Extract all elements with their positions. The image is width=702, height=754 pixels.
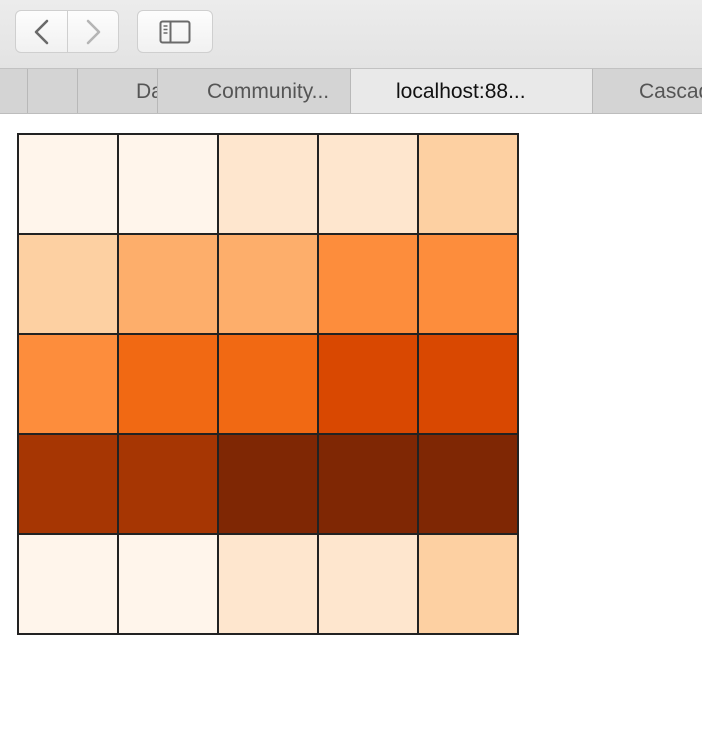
back-button[interactable] xyxy=(15,10,68,53)
heatmap-cell-r1-c5 xyxy=(417,133,519,235)
sidebar-toggle-button[interactable] xyxy=(137,10,213,53)
tab-6[interactable]: Cascad xyxy=(592,69,702,113)
tab-bar: Da Community... localhost:88... Cascad xyxy=(0,68,702,114)
heatmap-cell-r5-c2 xyxy=(117,533,219,635)
browser-toolbar xyxy=(0,0,702,68)
heatmap-cell-r2-c4 xyxy=(317,233,419,335)
heatmap-cell-r2-c1 xyxy=(17,233,119,335)
heatmap-cell-r3-c1 xyxy=(17,333,119,435)
heatmap-cell-r5-c3 xyxy=(217,533,319,635)
tab-3[interactable]: Da xyxy=(77,69,158,113)
tab-label: Community... xyxy=(207,80,330,103)
heatmap-cell-r1-c2 xyxy=(117,133,219,235)
tab-label: Da xyxy=(136,80,158,103)
heatmap-cell-r4-c4 xyxy=(317,433,419,535)
tab-2[interactable] xyxy=(27,69,78,113)
heatmap-grid xyxy=(17,133,519,635)
heatmap-cell-r4-c1 xyxy=(17,433,119,535)
heatmap-cell-r5-c1 xyxy=(17,533,119,635)
forward-button[interactable] xyxy=(67,10,119,53)
sidebar-icon xyxy=(159,20,191,43)
tab-5-active[interactable]: localhost:88... xyxy=(350,69,593,113)
tab-4[interactable]: Community... xyxy=(157,69,351,113)
page-content xyxy=(0,114,702,754)
heatmap-cell-r5-c5 xyxy=(417,533,519,635)
heatmap-cell-r5-c4 xyxy=(317,533,419,635)
tab-label: Cascad xyxy=(639,80,702,103)
chevron-left-icon xyxy=(34,19,48,44)
tab-label: localhost:88... xyxy=(396,80,526,103)
heatmap-cell-r3-c2 xyxy=(117,333,219,435)
heatmap-cell-r3-c3 xyxy=(217,333,319,435)
heatmap-cell-r4-c3 xyxy=(217,433,319,535)
heatmap-cell-r3-c5 xyxy=(417,333,519,435)
heatmap-cell-r4-c2 xyxy=(117,433,219,535)
heatmap-cell-r1-c1 xyxy=(17,133,119,235)
tab-1[interactable] xyxy=(0,69,28,113)
heatmap-cell-r3-c4 xyxy=(317,333,419,435)
heatmap-cell-r2-c3 xyxy=(217,233,319,335)
heatmap-cell-r1-c4 xyxy=(317,133,419,235)
heatmap-cell-r2-c2 xyxy=(117,233,219,335)
chevron-right-icon xyxy=(86,19,101,44)
heatmap-cell-r1-c3 xyxy=(217,133,319,235)
heatmap-cell-r2-c5 xyxy=(417,233,519,335)
heatmap-cell-r4-c5 xyxy=(417,433,519,535)
